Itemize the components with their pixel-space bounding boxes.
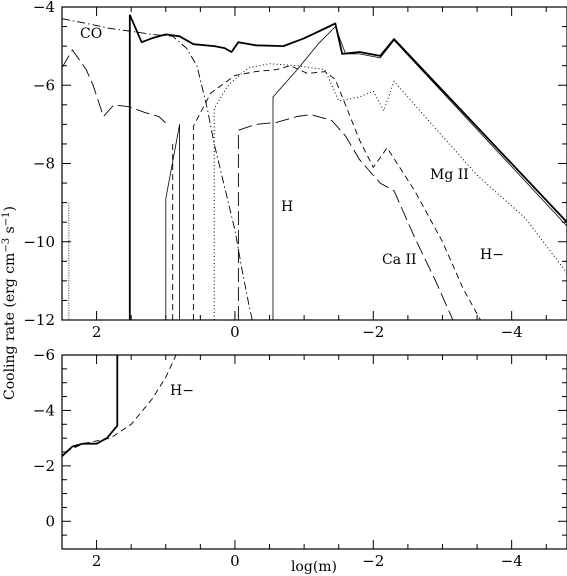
series-total-line (61, 355, 119, 457)
y-axis-title-exp2: −1 (1, 212, 12, 227)
series-ca-ii-line (237, 114, 454, 321)
top-series (61, 14, 567, 321)
annotation-h: H (281, 199, 293, 215)
series-h-line (65, 354, 177, 453)
y-tick-label: −2 (33, 457, 55, 475)
bottom-annotations: H− (170, 383, 194, 399)
x-tick-label: −4 (501, 552, 523, 570)
annotation-co: CO (80, 26, 102, 42)
x-tick-label: 0 (230, 552, 240, 570)
bottom-series (61, 354, 177, 457)
y-axis-title-main: Cooling rate (erg cm (2, 253, 18, 400)
series-ca-ii-line (61, 49, 170, 127)
top-tick-labels: 2 0 −2 −4 −4 −6 −8 −10 −12 (23, 0, 522, 341)
y-tick-label: −4 (33, 0, 55, 16)
y-tick-label: −10 (23, 233, 55, 251)
series-h-line (272, 26, 567, 320)
x-tick-label: 2 (92, 323, 102, 341)
y-tick-label: −6 (33, 346, 55, 364)
y-tick-label: −8 (33, 155, 55, 173)
annotation-ca-ii: Ca II (382, 252, 417, 268)
annotation-h-minus: H− (480, 247, 504, 263)
bottom-panel: 2 0 −2 −4 0 −2 −4 −6 H− (33, 346, 567, 570)
bottom-plot-frame (61, 354, 567, 550)
annotation-h-minus-bottom: H− (170, 383, 194, 399)
x-tick-label: −2 (362, 552, 384, 570)
top-panel: 2 0 −2 −4 −4 −6 −8 −10 −12 CO H Mg II Ca II H− (23, 0, 567, 341)
series-h-line (192, 65, 481, 321)
series-co-line (61, 18, 253, 321)
x-tick-label: 0 (230, 323, 240, 341)
y-axis-title-mid: s (2, 226, 18, 238)
y-axis-title-exp1: −3 (1, 238, 12, 253)
y-axis-title-close: ) (2, 206, 18, 211)
y-tick-label: −4 (33, 401, 55, 419)
series-total-line (128, 14, 567, 223)
top-ticks (61, 6, 567, 321)
y-tick-label: −12 (23, 311, 55, 329)
y-tick-label: 0 (45, 512, 55, 530)
x-tick-label: −4 (501, 323, 523, 341)
x-axis-title: log(m) (291, 559, 337, 575)
x-tick-label: −2 (362, 323, 384, 341)
bottom-tick-labels: 2 0 −2 −4 0 −2 −4 −6 (33, 346, 523, 570)
top-annotations: CO H Mg II Ca II H− (80, 26, 504, 268)
top-plot-frame (61, 6, 567, 321)
y-tick-label: −6 (33, 76, 55, 94)
series-mg-ii-line (213, 63, 567, 320)
bottom-ticks (61, 354, 567, 550)
annotation-mg-ii: Mg II (430, 167, 469, 183)
series-h-line (165, 124, 194, 321)
y-axis-title: Cooling rate (erg cm−3 s−1) (1, 206, 18, 400)
x-tick-label: 2 (92, 552, 102, 570)
